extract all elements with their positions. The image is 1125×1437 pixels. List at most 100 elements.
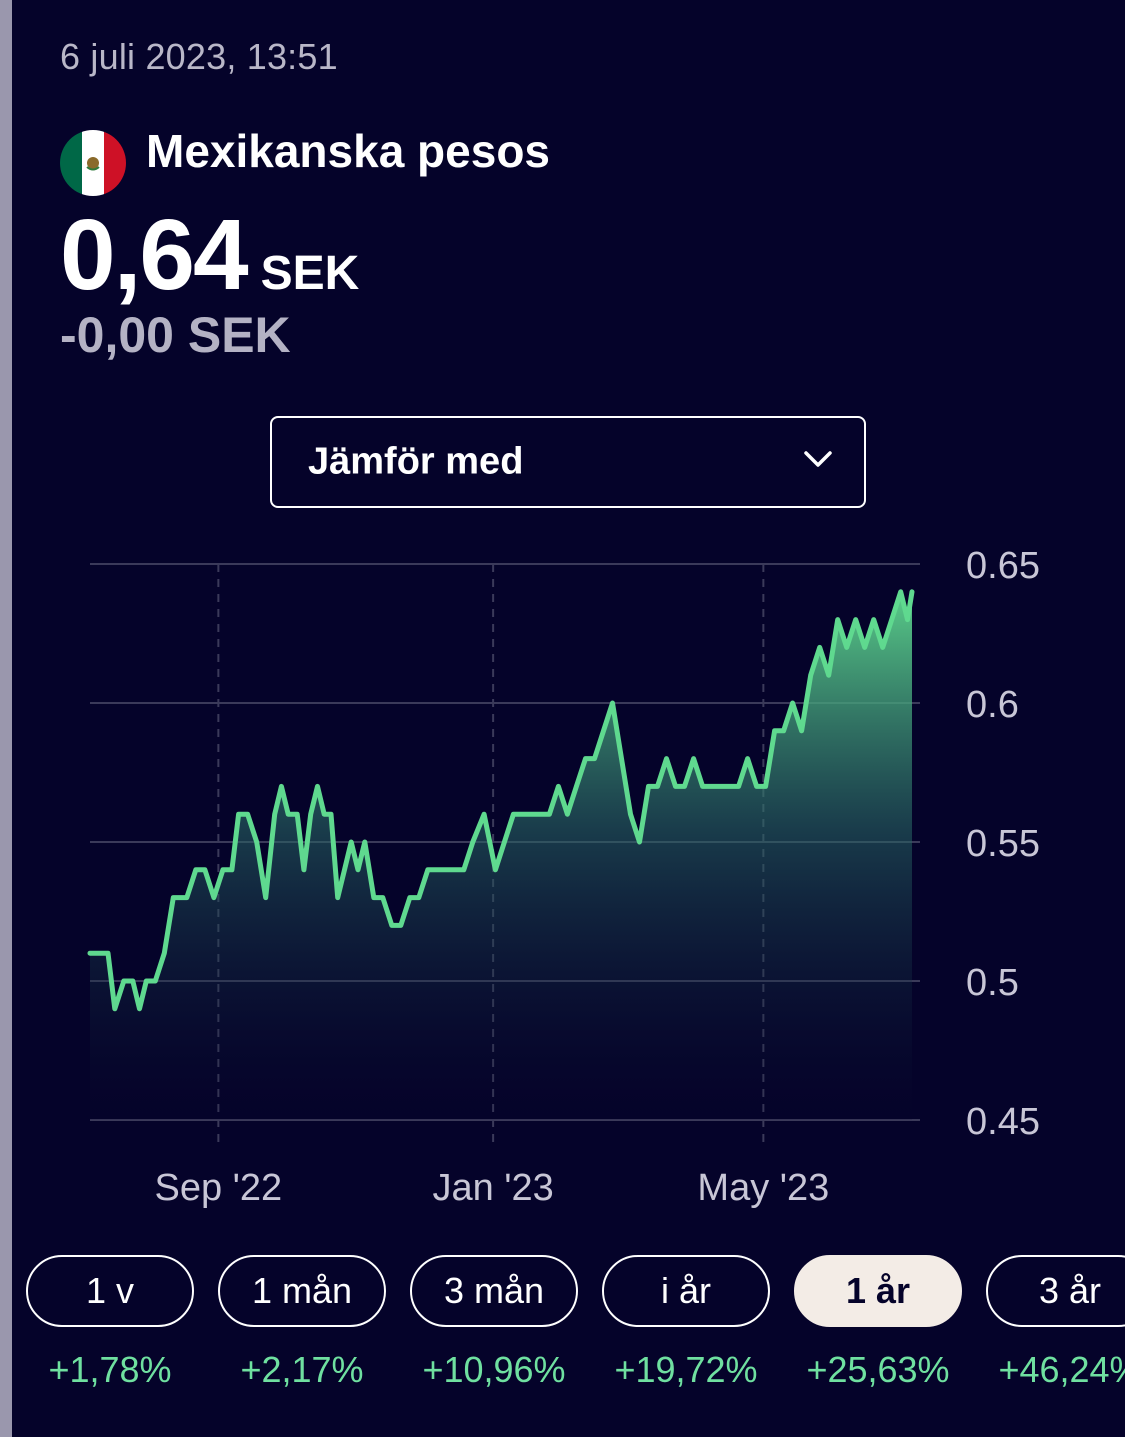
data-point — [493, 867, 498, 872]
data-point — [637, 840, 642, 845]
data-point — [236, 812, 241, 817]
period-button[interactable]: 1 år — [794, 1255, 962, 1327]
data-point — [106, 951, 111, 956]
x-tick-label: May '23 — [697, 1167, 829, 1209]
data-point — [272, 812, 277, 817]
data-point — [583, 756, 588, 761]
data-point — [380, 895, 385, 900]
data-point — [772, 728, 777, 733]
period-button[interactable]: 1 mån — [218, 1255, 386, 1327]
data-point — [416, 895, 421, 900]
period-selector: 1 v +1,78% 1 mån +2,17% 3 mån +10,96% i år +19,… — [26, 1255, 1125, 1437]
chevron-down-icon — [804, 450, 832, 473]
data-point — [322, 812, 327, 817]
data-point — [910, 589, 915, 594]
data-point — [452, 867, 457, 872]
data-point — [898, 589, 903, 594]
data-point — [745, 756, 750, 761]
data-point — [574, 784, 579, 789]
data-point — [308, 812, 313, 817]
data-point — [425, 867, 430, 872]
price-chart: 0.65 0.6 0.55 0.5 0.45 Sep '22 Jan '23 May '23 — [87, 545, 1040, 1209]
data-point — [673, 784, 678, 789]
y-tick-label: 0.65 — [966, 545, 1040, 587]
period-option: 1 år +25,63% — [794, 1255, 962, 1391]
data-point — [137, 1006, 142, 1011]
data-point — [193, 867, 198, 872]
x-tick-label: Sep '22 — [155, 1167, 283, 1209]
data-point — [229, 867, 234, 872]
data-point — [655, 784, 660, 789]
data-point — [144, 979, 149, 984]
data-point — [371, 895, 376, 900]
data-point — [130, 979, 135, 984]
period-option: 3 år +46,24% — [986, 1255, 1125, 1391]
data-point — [862, 645, 867, 650]
period-option: 1 mån +2,17% — [218, 1255, 386, 1391]
mexico-flag-icon — [60, 130, 126, 196]
data-point — [628, 812, 633, 817]
data-point — [254, 840, 259, 845]
data-point — [817, 645, 822, 650]
price-unit: SEK — [260, 247, 360, 300]
data-point — [664, 756, 669, 761]
period-change: +46,24% — [998, 1349, 1125, 1390]
data-point — [220, 867, 225, 872]
data-point — [398, 923, 403, 928]
price-value: 0,64 — [60, 199, 249, 311]
x-tick-label: Jan '23 — [432, 1167, 553, 1209]
period-option: 1 v +1,78% — [26, 1255, 194, 1391]
data-point — [97, 951, 102, 956]
data-point — [162, 951, 167, 956]
data-point — [610, 701, 615, 706]
period-button[interactable]: i år — [602, 1255, 770, 1327]
data-point — [799, 728, 804, 733]
data-point — [565, 812, 570, 817]
data-point — [389, 923, 394, 928]
data-point — [112, 1006, 117, 1011]
data-point — [592, 756, 597, 761]
compare-dropdown[interactable]: Jämför med — [270, 416, 866, 508]
period-option: i år +19,72% — [602, 1255, 770, 1391]
period-change: +1,78% — [48, 1349, 172, 1390]
period-button[interactable]: 3 år — [986, 1255, 1125, 1327]
data-point — [529, 812, 534, 817]
y-tick-label: 0.45 — [966, 1101, 1040, 1143]
data-point — [245, 812, 250, 817]
data-point — [88, 951, 93, 956]
timestamp: 6 juli 2023, 13:51 — [60, 36, 338, 77]
period-button[interactable]: 1 v — [26, 1255, 194, 1327]
data-point — [263, 895, 268, 900]
data-point — [315, 784, 320, 789]
data-point — [709, 784, 714, 789]
y-tick-label: 0.55 — [966, 823, 1040, 865]
data-point — [619, 756, 624, 761]
data-point — [556, 784, 561, 789]
data-point — [718, 784, 723, 789]
data-point — [853, 617, 858, 622]
period-button[interactable]: 3 mån — [410, 1255, 578, 1327]
period-change: +25,63% — [806, 1349, 950, 1390]
y-tick-label: 0.6 — [966, 684, 1019, 726]
data-point — [700, 784, 705, 789]
data-point — [781, 728, 786, 733]
data-point — [329, 812, 334, 817]
data-point — [470, 840, 475, 845]
data-point — [202, 867, 207, 872]
data-point — [184, 895, 189, 900]
currency-name: Mexikanska pesos — [146, 125, 551, 177]
data-point — [443, 867, 448, 872]
data-point — [889, 617, 894, 622]
data-point — [166, 923, 171, 928]
data-point — [171, 895, 176, 900]
data-point — [482, 812, 487, 817]
data-point — [335, 895, 340, 900]
data-point — [520, 812, 525, 817]
data-point — [153, 979, 158, 984]
data-point — [727, 784, 732, 789]
data-point — [434, 867, 439, 872]
data-point — [342, 867, 347, 872]
data-point — [880, 645, 885, 650]
data-point — [547, 812, 552, 817]
data-point — [301, 867, 306, 872]
